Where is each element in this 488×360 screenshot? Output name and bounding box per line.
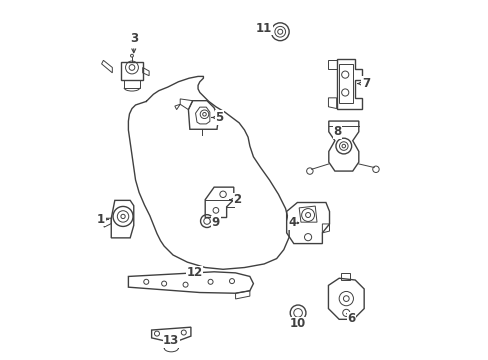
- Text: 10: 10: [289, 317, 305, 330]
- Text: 13: 13: [163, 334, 179, 347]
- Text: 1: 1: [97, 213, 108, 226]
- Text: 11: 11: [256, 22, 272, 35]
- Text: 6: 6: [346, 312, 355, 325]
- Text: 3: 3: [129, 32, 138, 53]
- Text: 5: 5: [211, 111, 223, 124]
- Text: 2: 2: [229, 193, 241, 206]
- Text: 8: 8: [332, 125, 341, 138]
- Text: 12: 12: [186, 266, 202, 279]
- Text: 9: 9: [210, 216, 220, 229]
- Text: 4: 4: [288, 216, 298, 229]
- Bar: [339, 64, 353, 103]
- Text: 7: 7: [357, 77, 369, 90]
